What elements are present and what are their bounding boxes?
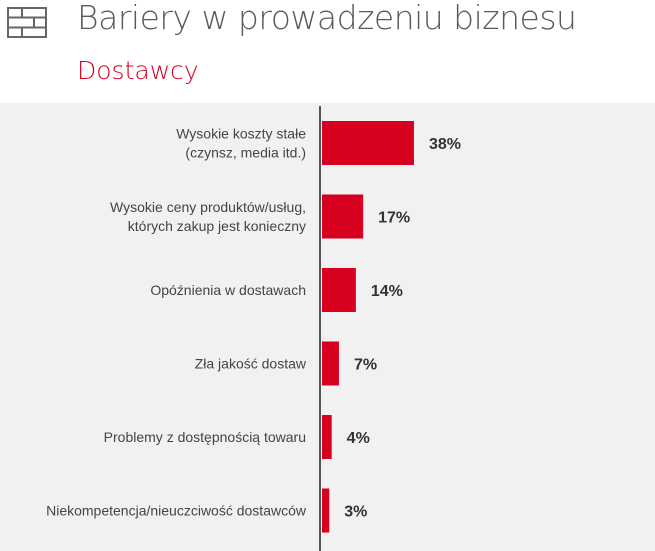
value-label: 38%: [429, 136, 461, 153]
value-label: 17%: [378, 210, 410, 227]
bar: [322, 268, 356, 312]
bar: [322, 488, 330, 533]
category-label: Opóźnienia w dostawach: [150, 282, 306, 298]
page-title: Bariery w prowadzeniu biznesu: [77, 0, 577, 37]
value-label: 4%: [347, 430, 370, 447]
brick-wall-icon: [7, 7, 47, 38]
category-label: Wysokie ceny produktów/usług,: [110, 199, 306, 215]
bar: [322, 194, 364, 239]
category-label: Wysokie koszty stałe: [176, 126, 306, 142]
value-label: 3%: [344, 504, 367, 521]
page-subtitle: Dostawcy: [77, 56, 199, 85]
bar: [322, 341, 339, 386]
bar: [322, 121, 414, 165]
category-label: (czynsz, media itd.): [185, 145, 306, 161]
category-label: których zakup jest konieczny: [128, 218, 306, 234]
category-label: Niekompetencja/nieuczciwość dostawców: [46, 503, 307, 519]
value-label: 14%: [371, 283, 403, 300]
category-label: Problemy z dostępnością towaru: [104, 429, 306, 445]
chart-panel: [0, 103, 655, 551]
bar: [322, 415, 332, 459]
value-label: 7%: [354, 357, 377, 374]
category-label: Zła jakość dostaw: [195, 356, 307, 372]
